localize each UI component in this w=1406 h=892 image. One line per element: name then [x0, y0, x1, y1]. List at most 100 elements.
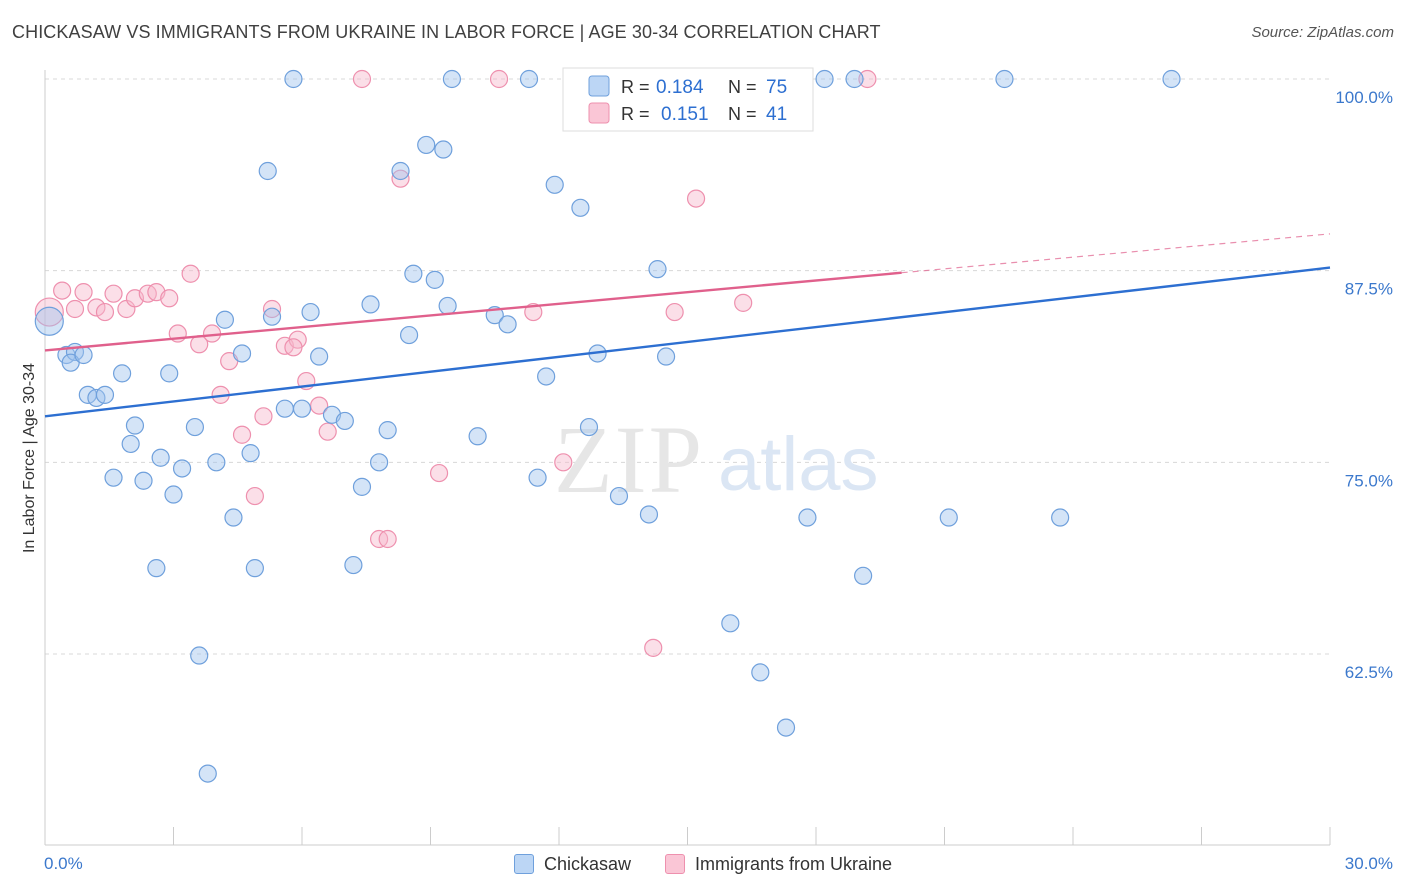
- chickasaw-point: [609, 486, 629, 506]
- chickasaw-point: [528, 468, 547, 487]
- ukraine-point: [104, 284, 123, 303]
- chickasaw-point: [112, 364, 132, 383]
- chickasaw-point: [198, 764, 217, 783]
- chickasaw-point: [164, 485, 183, 504]
- chickasaw-point: [776, 718, 796, 737]
- chickasaw-point: [275, 399, 294, 418]
- trend-lines: [44, 233, 1331, 418]
- chickasaw-point: [648, 260, 667, 279]
- stats-legend-swatch-chickasaw: [588, 75, 610, 97]
- y-tick-label: 75.0%: [1345, 471, 1393, 490]
- chickasaw-point: [854, 566, 873, 585]
- chickasaw-point: [434, 140, 453, 159]
- watermark-zip: ZIP: [554, 406, 704, 513]
- legend-label-chickasaw: Chickasaw: [543, 853, 631, 874]
- chickasaw-point: [292, 399, 312, 418]
- chickasaw-point: [190, 646, 209, 665]
- y-tick-label: 62.5%: [1345, 663, 1393, 682]
- ukraine-trend-line: [44, 271, 902, 352]
- chickasaw-point: [751, 663, 770, 682]
- chickasaw-point: [721, 614, 740, 633]
- chickasaw-point: [125, 416, 145, 435]
- stats-r-label-ukraine: R =: [621, 104, 650, 124]
- ukraine-point: [262, 299, 282, 319]
- chickasaw-point: [95, 385, 115, 404]
- ukraine-point: [310, 396, 329, 415]
- chickasaw-point: [34, 306, 64, 336]
- chickasaw-point: [301, 302, 320, 322]
- ukraine-point: [378, 529, 397, 549]
- ukraine-point: [391, 169, 410, 188]
- ukraine-point: [644, 638, 663, 657]
- chickasaw-point: [639, 505, 659, 524]
- chickasaw-point: [160, 364, 179, 383]
- chart-title: CHICKASAW VS IMMIGRANTS FROM UKRAINE IN …: [12, 22, 881, 42]
- stats-r-value-ukraine: 0.151: [661, 104, 709, 125]
- chickasaw-point: [579, 417, 599, 437]
- chickasaw-point: [245, 559, 264, 578]
- chickasaw-point: [241, 444, 260, 463]
- ukraine-point: [160, 289, 179, 308]
- chickasaw-point: [104, 468, 123, 487]
- stats-legend-swatch-ukraine: [588, 102, 610, 124]
- watermark-atlas: atlas: [718, 422, 879, 507]
- chickasaw-point: [262, 307, 282, 326]
- chickasaw-point: [399, 325, 419, 345]
- axes: [44, 70, 1331, 846]
- legend-label-ukraine: Immigrants from Ukraine: [694, 853, 893, 874]
- series-chickasaw-points: [34, 69, 1181, 783]
- chickasaw-point: [147, 559, 166, 578]
- chickasaw-point: [1051, 508, 1070, 527]
- chickasaw-point: [815, 69, 834, 89]
- chickasaw-point: [224, 508, 243, 527]
- chickasaw-point: [284, 69, 303, 89]
- ukraine-point: [34, 297, 64, 327]
- ukraine-point: [254, 407, 273, 426]
- legend-item-ukraine[interactable]: Immigrants from Ukraine: [664, 853, 893, 875]
- chickasaw-point: [361, 295, 380, 314]
- chickasaw-point: [404, 264, 423, 283]
- watermark: ZIP atlas: [554, 406, 879, 513]
- chickasaw-point: [656, 347, 676, 366]
- y-tick-label: 87.5%: [1345, 280, 1393, 299]
- chickasaw-point: [370, 453, 389, 472]
- ukraine-point: [95, 302, 115, 322]
- ukraine-point: [686, 189, 706, 208]
- legend-item-chickasaw[interactable]: Chickasaw: [513, 853, 631, 875]
- chickasaw-point: [498, 315, 517, 334]
- chickasaw-point: [121, 434, 140, 454]
- legend-swatch-ukraine: [664, 854, 685, 874]
- stats-n-label-chickasaw: N =: [728, 77, 757, 97]
- ukraine-point: [524, 302, 543, 322]
- series-legend: Chickasaw Immigrants from Ukraine: [0, 852, 1406, 876]
- ukraine-point: [284, 338, 303, 357]
- x-tick-label-min: 0.0%: [44, 854, 83, 873]
- ukraine-point: [318, 422, 337, 441]
- chickasaw-point: [438, 296, 457, 316]
- chickasaw-point: [995, 69, 1014, 89]
- stats-n-value-ukraine: 41: [766, 104, 787, 125]
- stats-n-value-chickasaw: 75: [766, 77, 787, 98]
- ukraine-point: [665, 302, 684, 322]
- ukraine-point: [489, 69, 509, 89]
- ukraine-point: [181, 264, 200, 283]
- x-tick-label-max: 30.0%: [1345, 854, 1393, 873]
- chickasaw-point: [545, 175, 564, 194]
- chickasaw-point: [352, 477, 372, 496]
- chickasaw-point: [207, 453, 226, 472]
- chickasaw-point: [468, 427, 487, 446]
- ukraine-point: [87, 298, 106, 317]
- chickasaw-point: [215, 310, 234, 329]
- gridlines: [45, 78, 1330, 655]
- y-axis-label: In Labor Force | Age 30-34: [21, 363, 38, 553]
- chickasaw-point: [1162, 69, 1181, 89]
- chickasaw-point: [939, 508, 958, 527]
- y-tick-label: 100.0%: [1335, 88, 1393, 107]
- chickasaw-point: [391, 161, 410, 181]
- chickasaw-point: [172, 459, 192, 478]
- chickasaw-point: [335, 411, 354, 431]
- chickasaw-point: [537, 367, 556, 386]
- ukraine-point: [53, 281, 72, 300]
